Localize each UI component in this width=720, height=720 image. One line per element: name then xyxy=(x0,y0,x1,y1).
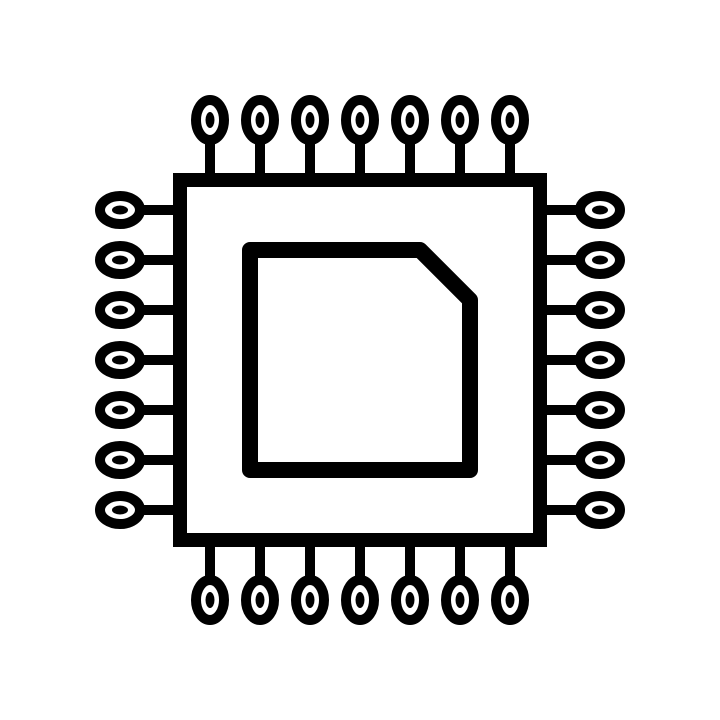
microchip-icon-container xyxy=(0,0,720,720)
microchip-cpu-icon xyxy=(0,0,720,720)
